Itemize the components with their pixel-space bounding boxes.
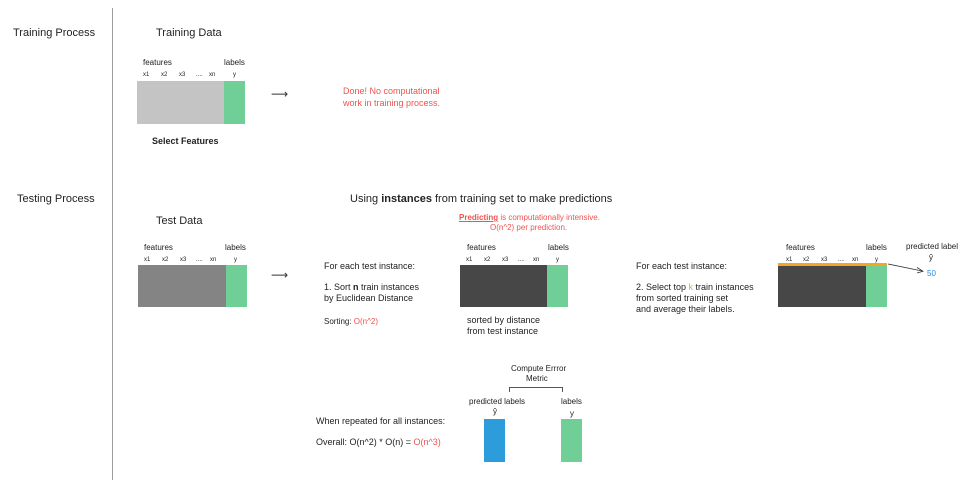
true-labels-symbol: y <box>570 409 574 418</box>
topk-highlight-bar <box>778 263 887 266</box>
testing-heading-post: from training set to make predictions <box>431 193 613 205</box>
test-col-x3: x3 <box>180 257 187 263</box>
true-labels-block <box>561 419 582 462</box>
overall-value: O(n^3) <box>413 437 441 447</box>
divider-line <box>112 8 113 480</box>
pred-labels-symbol: ŷ <box>493 407 497 416</box>
test-features-label: features <box>144 243 173 252</box>
step1-line1: 1. Sort n train instances <box>324 282 419 292</box>
sorted-caption-line2: from test instance <box>467 326 539 336</box>
training-arrow: ⟶ <box>271 87 289 101</box>
step1-line1-post: train instances <box>358 282 420 292</box>
step2-intro: For each test instance: <box>636 261 728 271</box>
overall-pre: Overall: O(n^2) * O(n) = <box>316 437 414 447</box>
test-col-dots: .... <box>196 257 203 263</box>
step1-line2: by Euclidean Distance <box>324 293 414 303</box>
predicted-label-title: predicted label <box>906 242 959 251</box>
training-col-x3: x3 <box>179 72 186 78</box>
sorted-col-xn: xn <box>533 257 540 263</box>
step2-line3: and average their labels. <box>636 304 735 314</box>
topk-col-dots: .... <box>838 257 845 263</box>
testing-heading-pre: Using <box>350 193 382 205</box>
training-col-x1: x1 <box>143 72 150 78</box>
error-bracket <box>509 387 563 392</box>
step1-line1-pre: 1. Sort <box>324 282 354 292</box>
predicting-note: Predicting is computationally intensive. <box>459 213 600 222</box>
training-labels-block <box>224 81 245 124</box>
sorted-features-block <box>460 265 547 307</box>
step2-line1-post: train instances <box>693 282 754 292</box>
predicted-symbol: ŷ <box>929 253 933 262</box>
compute-error-line1: Compute Errror <box>511 364 567 373</box>
sorted-caption-line1: sorted by distance <box>467 315 541 325</box>
training-labels-label: labels <box>224 58 245 67</box>
done-text-line2: work in training process. <box>343 98 441 108</box>
test-labels-block <box>226 265 247 307</box>
topk-features-block <box>778 265 866 307</box>
select-features-text: Select Features <box>152 136 219 146</box>
topk-labels-block <box>866 265 887 307</box>
step2-k: k <box>688 282 694 292</box>
predicted-labels-block <box>484 419 505 462</box>
testing-process-label: Testing Process <box>17 193 95 205</box>
sorted-labels-block <box>547 265 568 307</box>
done-text-line1: Done! No computational <box>343 86 440 96</box>
topk-col-y: y <box>875 257 878 263</box>
training-features-label: features <box>143 58 172 67</box>
topk-col-x2: x2 <box>803 257 810 263</box>
testing-heading: Using instances from training set to mak… <box>350 193 612 205</box>
sorting-value: O(n^2) <box>353 317 378 326</box>
training-col-dots: .... <box>196 72 203 78</box>
step2-line1: 2. Select top k train instances <box>636 282 754 292</box>
topk-features-label: features <box>786 243 815 252</box>
sorted-col-x3: x3 <box>502 257 509 263</box>
sorting-label: Sorting: <box>324 317 354 326</box>
test-features-block <box>138 265 226 307</box>
training-col-y: y <box>233 72 236 78</box>
sorted-labels-label: labels <box>548 243 569 252</box>
testing-heading-bold: instances <box>381 193 432 205</box>
testing-arrow: ⟶ <box>271 268 289 282</box>
training-col-xn: xn <box>209 72 216 78</box>
training-process-label: Training Process <box>13 27 96 39</box>
test-col-x2: x2 <box>162 257 169 263</box>
sorted-col-x1: x1 <box>466 257 473 263</box>
sorted-features-label: features <box>467 243 496 252</box>
training-col-x2: x2 <box>161 72 168 78</box>
training-features-block <box>137 81 224 124</box>
predicted-value: 50 <box>927 269 936 278</box>
topk-col-x1: x1 <box>786 257 793 263</box>
training-data-title: Training Data <box>156 27 222 39</box>
test-labels-label: labels <box>225 243 246 252</box>
sorted-col-y: y <box>556 257 559 263</box>
repeated-text: When repeated for all instances: <box>316 416 446 426</box>
test-data-title: Test Data <box>156 215 203 227</box>
topk-labels-label: labels <box>866 243 887 252</box>
step2-line2: from sorted training set <box>636 293 729 303</box>
step2-line1-pre: 2. Select top <box>636 282 689 292</box>
step1-intro: For each test instance: <box>324 261 416 271</box>
sorted-col-x2: x2 <box>484 257 491 263</box>
predicting-note-line2: O(n^2) per prediction. <box>490 223 568 232</box>
topk-col-x3: x3 <box>821 257 828 263</box>
predicted-arrow <box>887 263 924 274</box>
test-col-x1: x1 <box>144 257 151 263</box>
predicting-note-bold: Predicting <box>459 213 499 222</box>
predicting-note-rest: is computationally intensive. <box>498 213 600 222</box>
overall-complexity: Overall: O(n^2) * O(n) = O(n^3) <box>316 437 441 447</box>
pred-labels-text: predicted labels <box>469 397 526 406</box>
true-labels-text: labels <box>561 397 582 406</box>
topk-col-xn: xn <box>852 257 859 263</box>
sorted-col-dots: .... <box>518 257 525 263</box>
step1-line1-bold: n <box>353 282 359 292</box>
compute-error-line2: Metric <box>526 374 548 383</box>
test-col-xn: xn <box>210 257 217 263</box>
sorting-complexity: Sorting: O(n^2) <box>324 317 378 326</box>
test-col-y: y <box>234 257 237 263</box>
